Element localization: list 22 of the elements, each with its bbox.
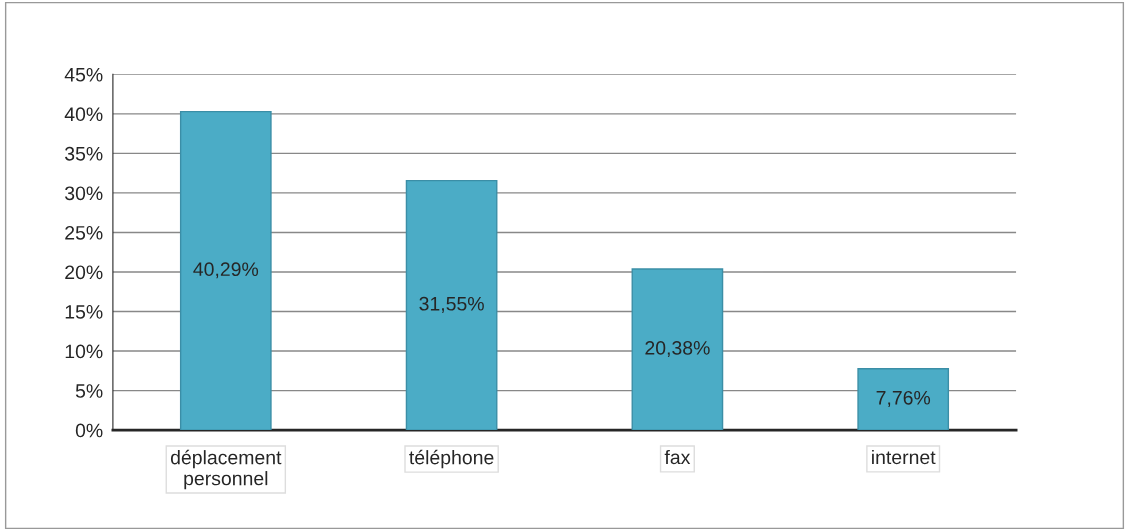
x-tick-label: déplacement personnel: [170, 449, 282, 490]
x-tick-label: téléphone: [409, 449, 494, 469]
y-tick-label: 40%: [64, 107, 103, 122]
y-tick-label: 35%: [65, 146, 103, 161]
bar: [179, 110, 272, 431]
y-tick-label: 45%: [64, 67, 103, 82]
data-label: 20,38%: [645, 341, 710, 358]
y-tick-label: 30%: [65, 186, 103, 201]
y-tick-label: 25%: [65, 225, 103, 240]
x-tick-label: internet: [872, 449, 936, 465]
data-label: 40,29%: [193, 262, 259, 279]
y-tick-label: 20%: [65, 265, 103, 280]
data-label: 31,55%: [419, 296, 484, 313]
y-tick-label: 0%: [75, 423, 103, 438]
bar: [857, 368, 950, 431]
bar: [631, 268, 724, 431]
bar: [405, 179, 498, 431]
y-tick-label: 15%: [65, 305, 103, 319]
y-tick-label: 5%: [75, 384, 103, 398]
data-label: 7,76%: [876, 390, 931, 407]
y-tick-label: 10%: [65, 344, 103, 359]
x-tick-label: fax: [664, 449, 691, 465]
